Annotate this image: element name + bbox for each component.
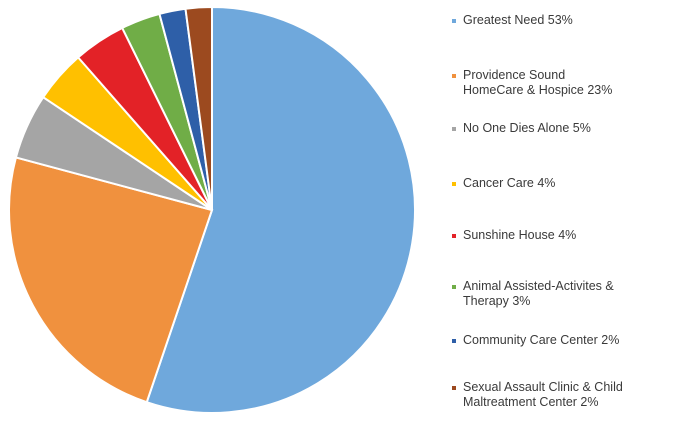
legend-swatch bbox=[452, 285, 456, 289]
legend-item-community-care-center: Community Care Center 2% bbox=[452, 333, 619, 348]
legend-label: Cancer Care 4% bbox=[463, 176, 556, 190]
legend-label-line-2: Therapy 3% bbox=[463, 294, 531, 308]
pie-slice-providence-sound-homecare-hospice bbox=[8, 156, 214, 404]
legend-item-no-one-dies-alone: No One Dies Alone 5% bbox=[452, 121, 591, 136]
legend-label-line-2: Maltreatment Center 2% bbox=[463, 395, 599, 409]
legend-item-sexual-assault-clinic: Sexual Assault Clinic & Child Maltreatme… bbox=[452, 380, 623, 410]
legend-label: Community Care Center 2% bbox=[463, 333, 620, 347]
legend-item-providence-sound: Providence Sound HomeCare & Hospice 23% bbox=[452, 68, 612, 98]
legend-label: Greatest Need 53% bbox=[463, 13, 573, 27]
legend-swatch bbox=[452, 182, 456, 186]
legend-item-animal-assisted: Animal Assisted-Activites & Therapy 3% bbox=[452, 279, 614, 309]
pie-slice-greatest-need bbox=[145, 5, 416, 414]
legend-item-cancer-care: Cancer Care 4% bbox=[452, 176, 555, 191]
legend-item-greatest-need: Greatest Need 53% bbox=[452, 13, 573, 28]
legend-label-line-1: Sexual Assault Clinic & Child bbox=[463, 380, 623, 394]
legend-swatch bbox=[452, 339, 456, 343]
legend-item-sunshine-house: Sunshine House 4% bbox=[452, 228, 576, 243]
legend-label-line-2: HomeCare & Hospice 23% bbox=[463, 83, 613, 97]
legend-label-line-1: Providence Sound bbox=[463, 68, 566, 82]
pie-chart bbox=[8, 5, 416, 414]
legend: Greatest Need 53% Providence Sound HomeC… bbox=[452, 0, 684, 423]
legend-label: No One Dies Alone 5% bbox=[463, 121, 591, 135]
legend-swatch bbox=[452, 74, 456, 78]
legend-swatch bbox=[452, 386, 456, 390]
legend-label: Sunshine House 4% bbox=[463, 228, 577, 242]
pie-slice-sexual-assault-clinic-child-maltreatment-center bbox=[184, 5, 213, 211]
legend-swatch bbox=[452, 19, 456, 23]
legend-swatch bbox=[452, 127, 456, 131]
legend-swatch bbox=[452, 234, 456, 238]
legend-label-line-1: Animal Assisted-Activites & bbox=[463, 279, 614, 293]
